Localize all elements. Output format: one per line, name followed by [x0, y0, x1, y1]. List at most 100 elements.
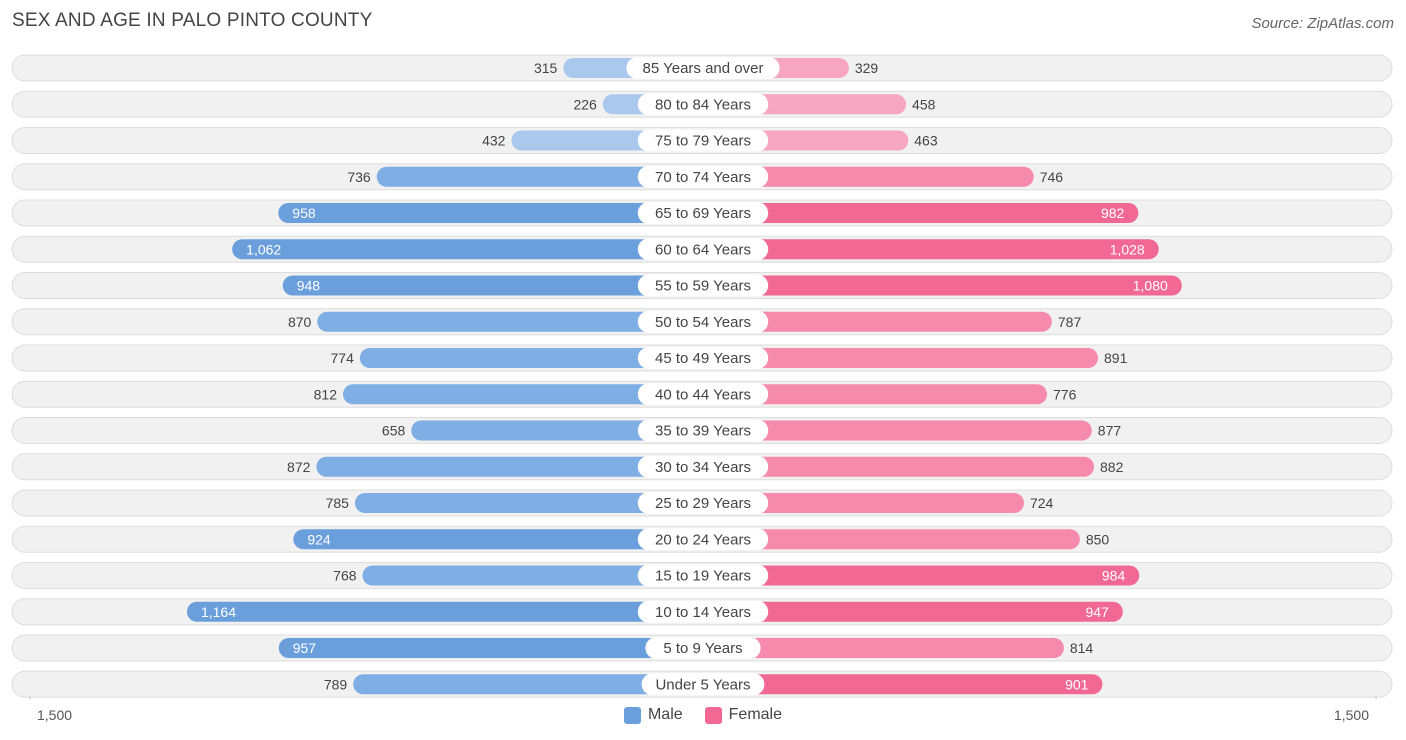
axis-label-right: 1,500 [1333, 707, 1369, 723]
category-label-25-to-29-years: 25 to 29 Years [655, 495, 751, 512]
category-pill-under-5-years [641, 673, 765, 696]
female-value-5-to-9-years: 814 [1070, 640, 1094, 656]
male-value-65-to-69-years: 958 [292, 205, 316, 221]
category-label-20-to-24-years: 20 to 24 Years [655, 531, 751, 548]
male-bar-40-to-44-years [343, 384, 703, 405]
category-label-50-to-54-years: 50 to 54 Years [655, 314, 751, 331]
male-value-50-to-54-years: 870 [288, 314, 312, 330]
female-bar-65-to-69-years [703, 203, 1139, 223]
male-value-10-to-14-years: 1,164 [201, 604, 236, 620]
female-bar-30-to-34-years [703, 456, 1095, 477]
male-bar-50-to-54-years [317, 311, 703, 332]
male-bar-35-to-39-years [411, 420, 703, 441]
category-label-55-to-59-years: 55 to 59 Years [655, 278, 751, 295]
female-value-35-to-39-years: 877 [1098, 423, 1122, 439]
female-value-45-to-49-years: 891 [1104, 350, 1128, 366]
category-label-under-5-years: Under 5 Years [655, 676, 750, 693]
category-label-35-to-39-years: 35 to 39 Years [655, 423, 751, 440]
male-bar-55-to-59-years [282, 275, 703, 296]
male-bar-45-to-49-years [359, 348, 703, 368]
male-value-55-to-59-years: 948 [297, 278, 321, 294]
female-bar-25-to-29-years [703, 493, 1024, 513]
legend-item-female: Female [704, 706, 782, 724]
female-bar-15-to-19-years [703, 565, 1140, 586]
female-bar-5-to-9-years [703, 638, 1064, 658]
male-bar-65-to-69-years [278, 203, 703, 223]
female-value-40-to-44-years: 776 [1053, 386, 1077, 402]
female-value-20-to-24-years: 850 [1086, 531, 1110, 547]
male-bar-under-5-years [353, 674, 703, 695]
female-value-50-to-54-years: 787 [1058, 314, 1082, 330]
male-bar-70-to-74-years [376, 166, 703, 187]
female-value-75-to-79-years: 463 [914, 133, 938, 149]
female-bar-40-to-44-years [703, 384, 1048, 405]
category-label-30-to-34-years: 30 to 34 Years [655, 459, 751, 476]
female-bar-45-to-49-years [703, 348, 1099, 368]
axis-label-left: 1,500 [37, 707, 73, 723]
male-bar-5-to-9-years [278, 638, 703, 658]
category-pill-5-to-9-years [645, 637, 761, 659]
female-bar-35-to-39-years [703, 420, 1092, 441]
female-bar-60-to-64-years [703, 239, 1159, 260]
male-value-25-to-29-years: 785 [326, 495, 350, 511]
category-pill-15-to-19-years [637, 564, 769, 587]
female-value-70-to-74-years: 746 [1040, 169, 1064, 185]
legend-label-male: Male [647, 706, 683, 723]
male-bar-25-to-29-years [354, 493, 703, 513]
category-label-75-to-79-years: 75 to 79 Years [655, 133, 751, 150]
category-pill-40-to-44-years [637, 383, 769, 406]
female-bar-70-to-74-years [703, 166, 1034, 187]
category-pill-70-to-74-years [637, 165, 769, 188]
category-pill-85-years-and-over [626, 57, 780, 79]
legend-swatch-female [704, 706, 722, 724]
category-label-70-to-74-years: 70 to 74 Years [655, 169, 751, 186]
category-pill-10-to-14-years [637, 600, 769, 623]
category-pill-50-to-54-years [637, 310, 769, 333]
category-label-85-years-and-over: 85 Years and over [643, 60, 764, 77]
female-value-80-to-84-years: 458 [912, 96, 936, 112]
male-value-under-5-years: 789 [324, 676, 348, 692]
legend: Male Female [0, 706, 1406, 724]
category-pill-60-to-64-years [637, 238, 769, 261]
category-pill-45-to-49-years [637, 347, 769, 369]
category-pill-25-to-29-years [637, 492, 769, 514]
female-bar-under-5-years [703, 674, 1103, 695]
category-label-65-to-69-years: 65 to 69 Years [655, 205, 751, 222]
male-value-45-to-49-years: 774 [331, 350, 355, 366]
male-bar-10-to-14-years [186, 601, 703, 622]
male-value-70-to-74-years: 736 [347, 169, 371, 185]
legend-swatch-male [623, 706, 641, 724]
chart-source: Source: ZipAtlas.com [1251, 15, 1394, 32]
male-bar-30-to-34-years [316, 456, 703, 477]
female-value-10-to-14-years: 947 [1085, 604, 1109, 620]
legend-item-male: Male [623, 706, 683, 724]
female-value-15-to-19-years: 984 [1102, 568, 1126, 584]
category-pill-20-to-24-years [637, 528, 769, 551]
male-value-15-to-19-years: 768 [333, 568, 357, 584]
population-pyramid-chart: 315 329 85 Years and over 226 458 80 to 84 Ye… [11, 54, 1393, 700]
male-value-30-to-34-years: 872 [287, 459, 311, 475]
female-bar-10-to-14-years [703, 601, 1123, 622]
female-value-65-to-69-years: 982 [1101, 205, 1125, 221]
male-bar-15-to-19-years [362, 565, 703, 586]
category-pill-75-to-79-years [637, 129, 769, 152]
category-label-40-to-44-years: 40 to 44 Years [655, 386, 751, 403]
female-value-60-to-64-years: 1,028 [1110, 241, 1145, 257]
female-bar-20-to-24-years [703, 529, 1080, 550]
male-value-80-to-84-years: 226 [573, 96, 597, 112]
male-value-60-to-64-years: 1,062 [246, 241, 281, 257]
male-value-75-to-79-years: 432 [482, 133, 506, 149]
female-bar-50-to-54-years [703, 311, 1052, 332]
female-bar-55-to-59-years [703, 275, 1182, 296]
chart-title: SEX AND AGE IN PALO PINTO COUNTY [12, 10, 373, 31]
female-value-30-to-34-years: 882 [1100, 459, 1124, 475]
category-label-45-to-49-years: 45 to 49 Years [655, 350, 751, 367]
male-value-5-to-9-years: 957 [293, 640, 317, 656]
male-value-85-years-and-over: 315 [534, 60, 558, 76]
category-label-80-to-84-years: 80 to 84 Years [655, 96, 751, 113]
female-value-55-to-59-years: 1,080 [1133, 278, 1168, 294]
category-pill-30-to-34-years [637, 455, 769, 478]
male-bar-60-to-64-years [232, 239, 703, 260]
male-value-40-to-44-years: 812 [314, 386, 338, 402]
category-pill-65-to-69-years [637, 202, 769, 224]
